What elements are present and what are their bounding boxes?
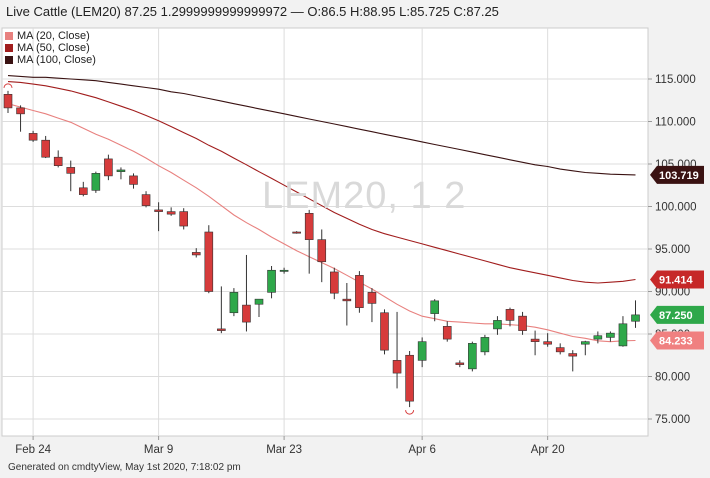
legend-item-ma100[interactable]: MA (100, Close) xyxy=(5,54,96,66)
last-value-badge xyxy=(650,331,704,350)
candle-body[interactable] xyxy=(355,275,364,308)
ma50-line xyxy=(7,81,636,284)
candle-body[interactable] xyxy=(568,353,578,357)
candle-body[interactable] xyxy=(254,298,264,305)
candle-body[interactable] xyxy=(480,337,490,353)
candle-body[interactable] xyxy=(66,167,76,174)
candle-body[interactable] xyxy=(166,211,176,215)
candle-body[interactable] xyxy=(618,323,628,347)
candle-body[interactable] xyxy=(405,354,414,402)
symbol-watermark: LEM20, 1 2 xyxy=(262,175,467,217)
x-tick-label: Mar 23 xyxy=(266,444,302,456)
candle-body[interactable] xyxy=(217,328,226,331)
candle-body[interactable] xyxy=(455,362,465,365)
ma50-swatch-icon xyxy=(5,44,13,52)
candle-body[interactable] xyxy=(292,231,301,234)
chart-title: Live Cattle (LEM20) 87.25 1.299999999999… xyxy=(6,4,499,19)
y-tick-label: 75.000 xyxy=(655,414,690,426)
candle-body[interactable] xyxy=(41,139,50,158)
candle-body[interactable] xyxy=(79,187,88,195)
candle-body[interactable] xyxy=(505,309,515,321)
candle-body[interactable] xyxy=(28,133,38,141)
plot-area xyxy=(1,27,649,437)
y-tick-label: 110.000 xyxy=(655,117,696,129)
x-tick-label: Apr 20 xyxy=(531,444,565,456)
candle-body[interactable] xyxy=(191,252,201,256)
ma100-swatch-icon xyxy=(5,56,13,64)
legend-label: MA (100, Close) xyxy=(17,54,96,66)
candle-body[interactable] xyxy=(329,271,339,294)
last-value-label: 87.250 xyxy=(659,310,693,322)
candle-body[interactable] xyxy=(493,320,502,330)
candle-body[interactable] xyxy=(179,211,188,227)
candle-body[interactable] xyxy=(367,292,377,304)
candle-body[interactable] xyxy=(518,315,527,331)
candle-body[interactable] xyxy=(304,213,314,240)
generated-footer: Generated on cmdtyView, May 1st 2020, 7:… xyxy=(8,462,241,473)
candle-body[interactable] xyxy=(430,300,440,314)
candle-body[interactable] xyxy=(593,335,603,340)
candle-body[interactable] xyxy=(468,343,477,370)
candle-body[interactable] xyxy=(116,169,126,172)
candle-body[interactable] xyxy=(530,338,540,342)
candle-body[interactable] xyxy=(317,239,327,263)
y-tick-label: 95.000 xyxy=(655,244,690,256)
candle-body[interactable] xyxy=(442,326,452,340)
high-marker xyxy=(3,83,13,88)
legend-label: MA (20, Close) xyxy=(17,30,90,42)
last-value-label: 103.719 xyxy=(659,170,699,182)
last-value-label: 84.233 xyxy=(659,336,693,348)
candle-body[interactable] xyxy=(417,341,427,361)
x-tick-label: Mar 9 xyxy=(144,444,173,456)
x-tick-label: Apr 6 xyxy=(408,444,436,456)
candle-body[interactable] xyxy=(279,269,289,272)
candle-body[interactable] xyxy=(3,94,13,109)
legend-item-ma20[interactable]: MA (20, Close) xyxy=(5,30,96,42)
legend-label: MA (50, Close) xyxy=(17,42,90,54)
last-value-badge xyxy=(650,305,704,324)
candle-body[interactable] xyxy=(204,231,214,292)
last-value-label: 91.414 xyxy=(659,274,694,286)
candle-body[interactable] xyxy=(580,341,590,345)
candle-body[interactable] xyxy=(555,347,565,353)
x-tick-label: Feb 24 xyxy=(15,444,51,456)
candle-body[interactable] xyxy=(543,341,552,345)
legend-item-ma50[interactable]: MA (50, Close) xyxy=(5,42,96,54)
legend: MA (20, Close) MA (50, Close) MA (100, C… xyxy=(5,30,96,66)
candle-body[interactable] xyxy=(606,332,615,338)
candle-body[interactable] xyxy=(129,175,138,185)
candle-body[interactable] xyxy=(16,107,25,115)
candle-body[interactable] xyxy=(267,269,276,293)
y-tick-label: 80.000 xyxy=(655,372,690,384)
candle-body[interactable] xyxy=(53,156,63,166)
candle-body[interactable] xyxy=(141,194,151,206)
last-value-badge xyxy=(650,270,704,289)
y-tick-label: 100.000 xyxy=(655,202,697,214)
candle-body[interactable] xyxy=(392,360,402,374)
candle-body[interactable] xyxy=(154,209,163,212)
candle-body[interactable] xyxy=(631,314,640,322)
candle-body[interactable] xyxy=(229,292,239,314)
last-value-badge xyxy=(650,165,704,184)
ma20-swatch-icon xyxy=(5,32,13,40)
y-tick-label: 90.000 xyxy=(655,287,690,299)
y-tick-label: 115.000 xyxy=(655,74,696,86)
candle-body[interactable] xyxy=(242,304,251,323)
candle-body[interactable] xyxy=(342,298,352,302)
ma100-line xyxy=(7,75,636,176)
candle-body[interactable] xyxy=(91,173,101,191)
candle-body[interactable] xyxy=(104,158,113,177)
low-marker xyxy=(405,410,415,415)
candle-body[interactable] xyxy=(380,312,389,351)
